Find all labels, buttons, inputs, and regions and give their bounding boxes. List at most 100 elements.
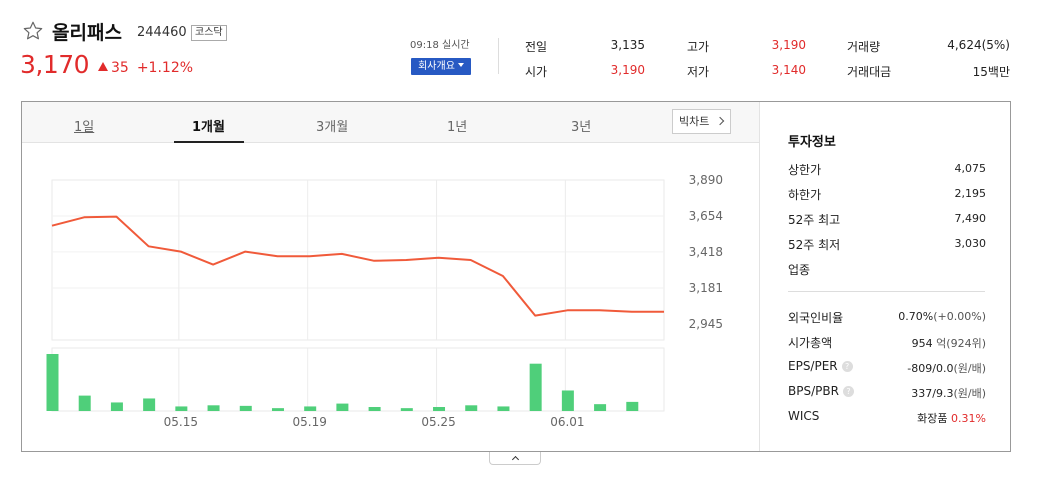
foreign-ratio-number: 0.70% <box>898 310 934 323</box>
realtime-label: 09:18 실시간 <box>410 40 470 51</box>
price-line <box>51 215 664 317</box>
price-grid-frame <box>51 179 665 341</box>
market-cap-label: 시가총액 <box>788 336 833 350</box>
volume-value: 4,624(5%) <box>947 38 1010 52</box>
y-tick-label: 3,181 <box>689 281 723 295</box>
stock-header: 올리패스 244460 코스닥 3,170 35 +1.12% 09:18 실시간… <box>0 0 1043 100</box>
x-tick-label: 05.19 <box>293 415 327 429</box>
wics-change: 0.31% <box>951 412 986 425</box>
change-amount: 35 <box>111 60 129 76</box>
y-tick-label: 3,654 <box>689 209 723 223</box>
bps-pbr-text: BPS/PBR <box>788 384 839 398</box>
low-label: 저가 <box>687 65 710 79</box>
volume-bar <box>400 408 413 411</box>
eps-per-unit: (원/배) <box>953 362 986 375</box>
turnover-value: 15백만 <box>972 65 1010 79</box>
bps-pbr-number: 337/9.3 <box>911 387 954 400</box>
wics-label: WICS <box>788 409 820 423</box>
y-tick-label: 3,418 <box>689 245 723 259</box>
market-badge: 코스닥 <box>191 25 227 41</box>
chevron-up-icon <box>511 455 520 464</box>
star-icon[interactable] <box>22 20 44 42</box>
x-tick-label: 05.25 <box>421 415 455 429</box>
volume-bar <box>368 407 381 411</box>
tab-1year[interactable]: 1년 <box>447 120 468 135</box>
low-value: 3,140 <box>771 63 806 77</box>
company-overview-button[interactable]: 회사개요 <box>411 58 471 75</box>
open-label: 시가 <box>525 65 548 79</box>
price-chart-svg: 3,890 3,654 3,418 3,181 2,945 05.15 05.19 05.25… <box>46 173 723 429</box>
change-percent: +1.12% <box>136 60 194 76</box>
turnover-label: 거래대금 <box>847 65 892 79</box>
volume-bar <box>207 405 220 411</box>
sidebar-divider <box>788 291 985 292</box>
divider <box>498 38 499 74</box>
volume-bar <box>271 408 284 411</box>
bigchart-button[interactable]: 빅차트 <box>672 109 731 134</box>
wics-sector[interactable]: 화장품 <box>917 412 948 425</box>
tab-1day[interactable]: 1일 <box>74 120 95 135</box>
foreign-ratio-label: 외국인비율 <box>788 311 844 325</box>
volume-bar <box>433 407 446 411</box>
price-chart[interactable]: 3,890 3,654 3,418 3,181 2,945 05.15 05.19 05.25… <box>22 143 759 452</box>
volume-bar <box>529 363 542 411</box>
52w-low-label: 52주 최저 <box>788 238 841 252</box>
high-label: 고가 <box>687 40 710 54</box>
52w-low-value: 3,030 <box>954 237 987 250</box>
eps-per-number: -809/0.0 <box>907 362 954 375</box>
stock-name[interactable]: 올리패스 <box>52 22 122 44</box>
bps-pbr-value: 337/9.3(원/배) <box>911 385 986 401</box>
lower-limit-label: 하한가 <box>788 188 822 202</box>
y-tick-label: 3,890 <box>689 173 723 187</box>
chevron-right-icon <box>715 116 725 126</box>
bps-pbr-unit: (원/배) <box>953 387 986 400</box>
help-icon[interactable]: ? <box>842 386 854 397</box>
tab-3month[interactable]: 3개월 <box>316 120 349 135</box>
volume-bar <box>594 404 607 411</box>
price-change: 35 +1.12% <box>98 60 193 76</box>
period-tabs: 1일 1개월 3개월 1년 3년 빅차트 <box>22 102 759 143</box>
volume-bar <box>110 402 123 411</box>
volume-bar <box>46 354 59 411</box>
foreign-ratio-unit: (+0.00%) <box>933 310 986 323</box>
eps-per-text: EPS/PER <box>788 359 838 373</box>
volume-bar <box>626 401 639 411</box>
x-tick-label: 05.15 <box>164 415 198 429</box>
bps-pbr-label: BPS/PBR? <box>788 384 854 398</box>
collapse-button[interactable] <box>489 452 541 465</box>
investment-info-title: 투자정보 <box>788 135 836 150</box>
volume-bar <box>78 395 91 411</box>
volume-bar <box>239 405 252 411</box>
open-value: 3,190 <box>610 63 645 77</box>
volume-bar <box>497 406 510 411</box>
eps-per-label: EPS/PER? <box>788 359 853 373</box>
sector-label: 업종 <box>788 263 811 277</box>
volume-bar <box>304 406 317 411</box>
upper-limit-value: 4,075 <box>954 162 987 175</box>
y-tick-label: 2,945 <box>689 317 723 331</box>
help-icon[interactable]: ? <box>841 361 853 372</box>
chart-panel: 1일 1개월 3개월 1년 3년 빅차트 3,890 3,654 3,418 3,18… <box>21 101 1011 452</box>
tab-3year[interactable]: 3년 <box>571 120 592 135</box>
market-cap-unit: 억(924위) <box>936 337 986 350</box>
market-cap-number: 954 <box>911 337 933 350</box>
lower-limit-value: 2,195 <box>954 187 987 200</box>
tab-1month[interactable]: 1개월 <box>192 120 225 135</box>
volume-bar <box>143 398 156 411</box>
current-price: 3,170 <box>20 50 90 79</box>
x-tick-label: 06.01 <box>550 415 584 429</box>
up-arrow-icon <box>98 62 108 71</box>
active-tab-indicator <box>174 141 244 143</box>
prev-close-value: 3,135 <box>610 38 645 52</box>
high-value: 3,190 <box>771 38 806 52</box>
stock-code: 244460 <box>137 25 187 40</box>
volume-bar <box>175 406 188 411</box>
company-overview-label: 회사개요 <box>418 61 455 72</box>
eps-per-value: -809/0.0(원/배) <box>907 360 986 376</box>
52w-high-label: 52주 최고 <box>788 213 841 227</box>
volume-bar <box>465 405 478 411</box>
volume-label: 거래량 <box>847 40 881 54</box>
52w-high-value: 7,490 <box>954 212 987 225</box>
upper-limit-label: 상한가 <box>788 163 822 177</box>
foreign-ratio-value: 0.70%(+0.00%) <box>898 310 986 323</box>
